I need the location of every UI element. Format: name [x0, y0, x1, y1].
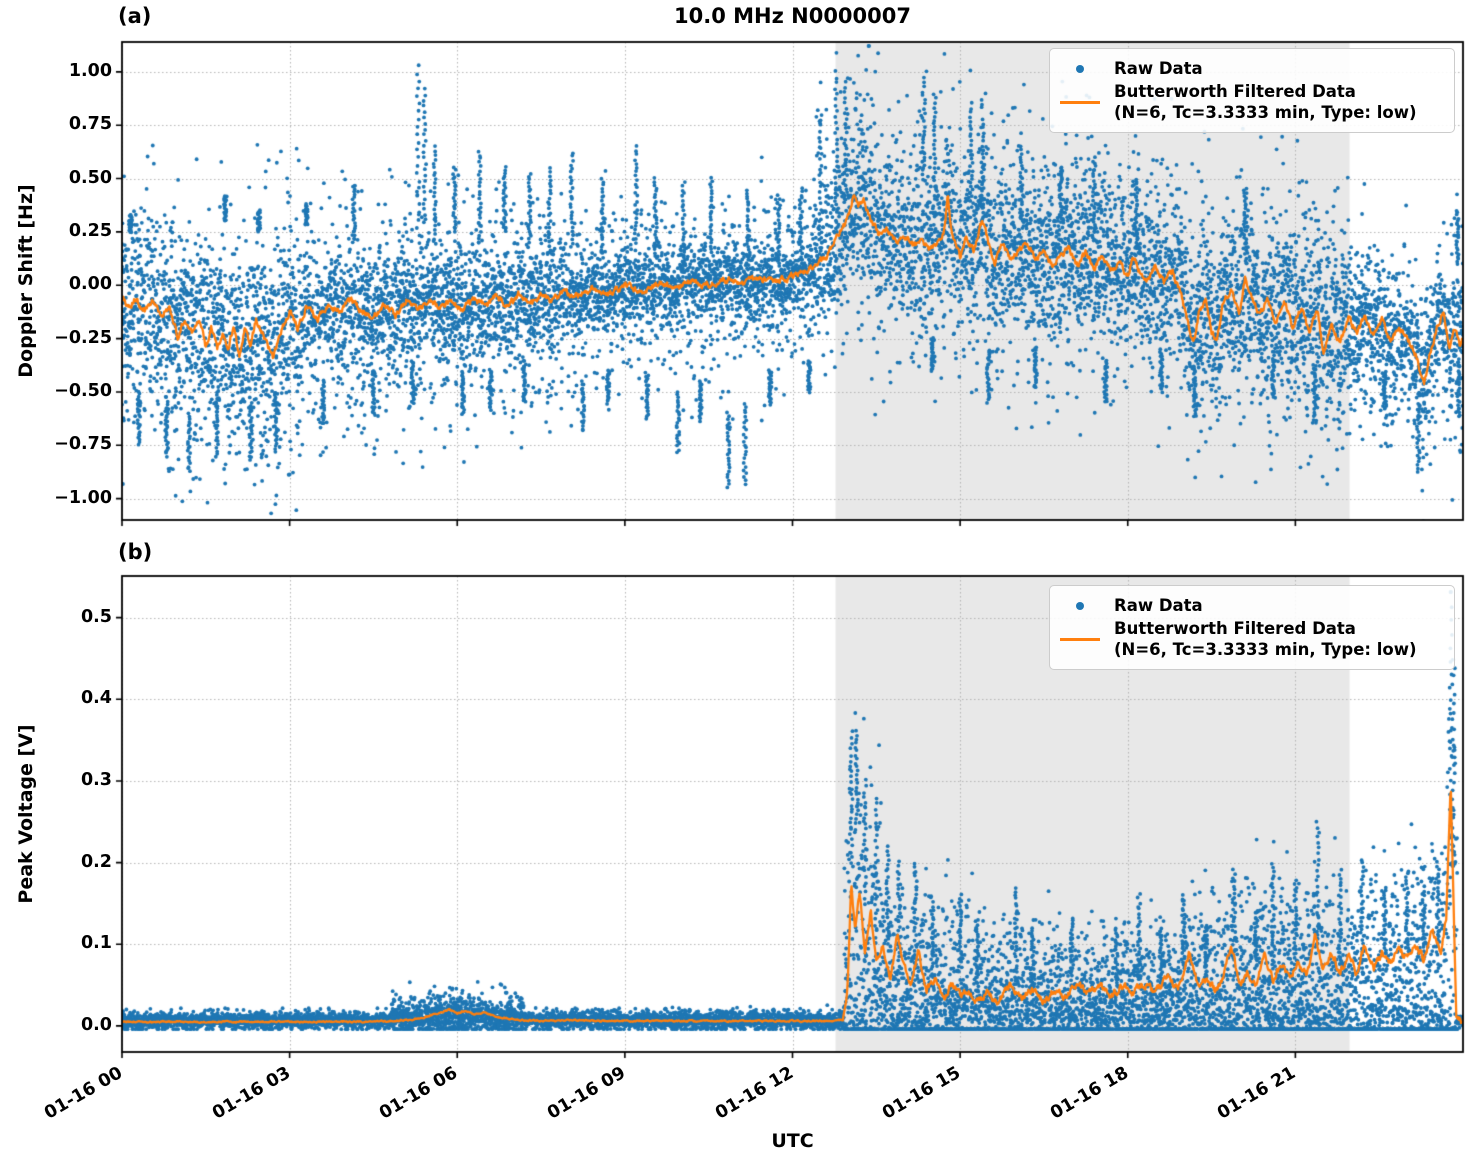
y-tick-label: 0.5 — [80, 606, 112, 627]
legend-panel-a: Raw Data Butterworth Filtered Data (N=6,… — [1049, 48, 1455, 133]
y-tick-label: 0.50 — [68, 167, 112, 188]
y-tick-label: −0.50 — [54, 380, 112, 401]
legend-filtered-label: Butterworth Filtered Data (N=6, Tc=3.333… — [1114, 81, 1417, 123]
panel-a-label: (a) — [118, 4, 152, 28]
legend-raw-label: Raw Data — [1114, 596, 1203, 615]
y-tick-label: −0.75 — [54, 434, 112, 455]
y-tick-label: 0.1 — [80, 933, 112, 954]
legend-filtered-label-line2: (N=6, Tc=3.3333 min, Type: low) — [1114, 640, 1417, 659]
legend-row-raw: Raw Data — [1060, 595, 1444, 616]
legend-filtered-label-line2: (N=6, Tc=3.3333 min, Type: low) — [1114, 103, 1417, 122]
raw-data-marker-icon — [1060, 64, 1100, 73]
legend-panel-b: Raw Data Butterworth Filtered Data (N=6,… — [1049, 585, 1455, 670]
y-tick-label: 0.2 — [80, 851, 112, 872]
y-tick-label: 0.75 — [68, 114, 112, 135]
legend-filtered-label-line1: Butterworth Filtered Data — [1114, 82, 1356, 101]
y-tick-label: −0.25 — [54, 327, 112, 348]
raw-data-marker-icon — [1060, 601, 1100, 610]
legend-raw-label: Raw Data — [1114, 59, 1203, 78]
filtered-line-marker-icon — [1060, 637, 1100, 641]
legend-filtered-label-line1: Butterworth Filtered Data — [1114, 619, 1356, 638]
legend-filtered-label: Butterworth Filtered Data (N=6, Tc=3.333… — [1114, 618, 1417, 660]
y-tick-label: −1.00 — [54, 487, 112, 508]
panel-b-ylabel: Peak Voltage [V] — [15, 724, 37, 904]
y-tick-label: 0.0 — [80, 1014, 112, 1035]
y-tick-label: 0.4 — [80, 688, 112, 709]
y-tick-label: 0.3 — [80, 769, 112, 790]
y-tick-label: 0.00 — [68, 274, 112, 295]
y-tick-label: 1.00 — [68, 60, 112, 81]
panel-b-label: (b) — [118, 540, 153, 564]
filtered-line-marker-icon — [1060, 100, 1100, 104]
legend-row-raw: Raw Data — [1060, 58, 1444, 79]
y-tick-label: 0.25 — [68, 220, 112, 241]
legend-row-filtered: Butterworth Filtered Data (N=6, Tc=3.333… — [1060, 618, 1444, 660]
figure-title: 10.0 MHz N0000007 — [674, 4, 911, 28]
x-axis-label: UTC — [771, 1130, 814, 1152]
legend-row-filtered: Butterworth Filtered Data (N=6, Tc=3.333… — [1060, 81, 1444, 123]
